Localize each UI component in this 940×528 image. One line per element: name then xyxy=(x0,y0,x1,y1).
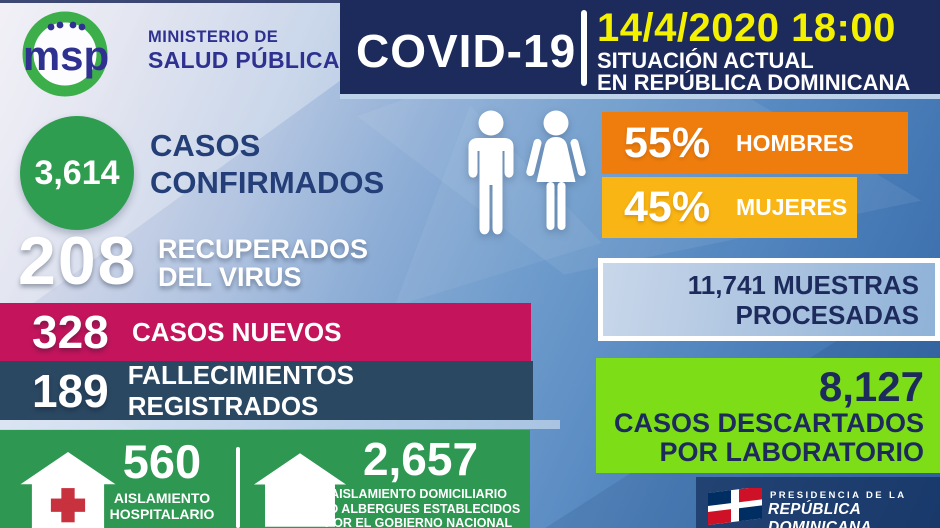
svg-text:msp: msp xyxy=(23,32,109,79)
light-band-divider xyxy=(0,420,560,429)
new-cases-label: CASOS NUEVOS xyxy=(132,316,342,347)
discarded-label-2: POR LABORATORIO xyxy=(659,436,924,467)
dominican-flag-icon xyxy=(708,486,764,528)
header-underline xyxy=(340,94,940,99)
deaths-bar: 189 FALLECIMIENTOS REGISTRADOS xyxy=(0,359,533,421)
recovered-label-2: DEL VIRUS xyxy=(158,262,302,292)
home-isolation-value: 2,657 xyxy=(362,433,479,485)
page-title: COVID-19 xyxy=(356,25,577,77)
male-icon xyxy=(462,108,520,247)
house-icon xyxy=(254,452,346,528)
confirmed-cases-value: 3,614 xyxy=(34,153,120,192)
discarded-value: 8,127 xyxy=(818,362,924,410)
isolation-panel-divider xyxy=(236,447,240,528)
women-percentage-bar: 45% MUJERES xyxy=(602,177,857,238)
ministry-line1: MINISTERIO DE xyxy=(148,28,279,46)
men-label: HOMBRES xyxy=(736,129,854,156)
confirmed-label-1: CASOS xyxy=(150,128,261,163)
men-percentage-bar: 55% HOMBRES xyxy=(602,112,908,174)
hospital-isolation-label: AISLAMIENTO HOSPITALARIO xyxy=(109,490,215,522)
msp-logo-icon: msp xyxy=(18,4,134,98)
report-datetime: 14/4/2020 18:00 xyxy=(597,6,896,50)
ministry-line2: SALUD PÚBLICA xyxy=(148,47,340,73)
presidency-line1: PRESIDENCIA DE LA xyxy=(770,490,907,501)
header-divider xyxy=(581,10,587,86)
samples-processed-box: 11,741 MUESTRAS PROCESADAS xyxy=(598,258,940,341)
header-subtitle-2: EN REPÚBLICA DOMINICANA xyxy=(597,70,911,95)
new-cases-bar: 328 CASOS NUEVOS xyxy=(0,303,531,361)
samples-line2: PROCESADAS xyxy=(735,299,919,330)
women-percentage-value: 45% xyxy=(624,183,711,231)
men-percentage-value: 55% xyxy=(624,118,711,167)
confirmed-cases-badge: 3,614 xyxy=(20,116,134,230)
header-subtitle-1: SITUACIÓN ACTUAL xyxy=(597,48,814,73)
recovered-value: 208 xyxy=(18,223,138,299)
women-label: MUJERES xyxy=(736,194,848,220)
hospital-house-icon xyxy=(20,452,116,528)
samples-line1: 11,741 MUESTRAS xyxy=(687,269,919,300)
deaths-value: 189 xyxy=(32,364,109,417)
discarded-label-1: CASOS DESCARTADOS xyxy=(613,407,924,438)
female-icon xyxy=(524,108,588,247)
home-isolation-label: AISLAMIENTO DOMICILIARIO Y/O ALBERGUES E… xyxy=(316,487,521,528)
presidency-line2: REPÚBLICA DOMINICANA xyxy=(768,501,872,528)
recovered-label-1: RECUPERADOS xyxy=(158,234,369,264)
deaths-label: FALLECIMIENTOS REGISTRADOS xyxy=(127,359,355,421)
hospital-isolation-value: 560 xyxy=(122,435,202,488)
discarded-cases-box: 8,127 CASOS DESCARTADOS POR LABORATORIO xyxy=(596,358,940,473)
header-bar xyxy=(340,0,940,94)
confirmed-label-2: CONFIRMADOS xyxy=(150,165,385,200)
new-cases-value: 328 xyxy=(32,306,109,358)
